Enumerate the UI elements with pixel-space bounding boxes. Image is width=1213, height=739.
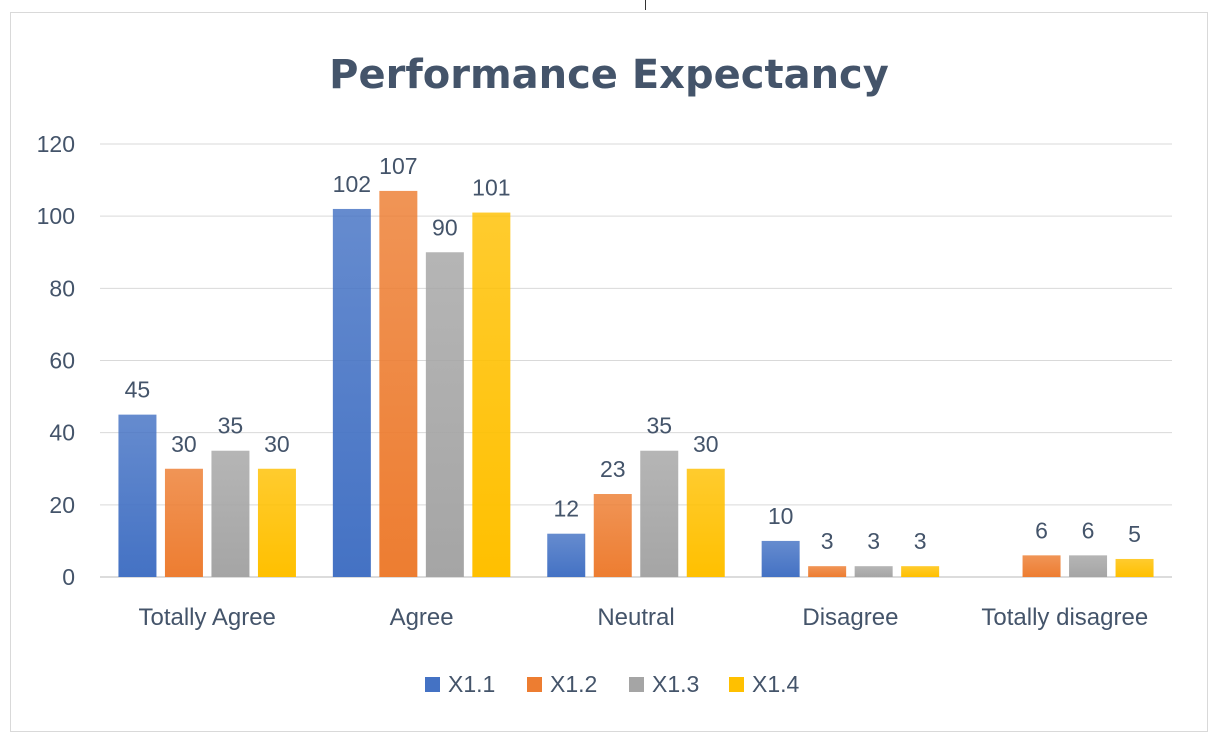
bar-X1-2-agree	[379, 190, 418, 578]
data-label: 3	[821, 528, 834, 554]
bar-X1-4-totally-agree	[257, 468, 296, 577]
category-label: Neutral	[597, 604, 674, 631]
category-label: Disagree	[802, 604, 898, 631]
chart-title: Performance Expectancy	[329, 52, 889, 98]
bar-X1-1-neutral	[547, 533, 586, 577]
data-label: 35	[218, 413, 244, 439]
y-tick-label: 80	[49, 275, 75, 301]
data-label: 30	[264, 431, 290, 457]
gridlines	[100, 143, 1172, 578]
data-label: 12	[553, 496, 579, 522]
y-tick-label: 120	[37, 131, 75, 157]
bar-X1-2-neutral	[593, 494, 632, 577]
bar-X1-3-totally-agree	[211, 450, 250, 577]
bar-X1-1-agree	[332, 208, 371, 577]
bar-X1-1-disagree	[761, 540, 800, 577]
data-label: 90	[432, 214, 458, 240]
bar-X1-3-disagree	[854, 566, 893, 577]
y-tick-label: 0	[62, 564, 75, 590]
data-labels: 45 30 35 30 102 107 90 101 12 23 35 30 10 3 3 3 6 6 5	[125, 153, 1141, 554]
bars	[118, 190, 1154, 578]
y-tick-label: 20	[49, 492, 75, 518]
bar-X1-1-totally-agree	[118, 414, 157, 577]
data-label: 3	[867, 528, 880, 554]
legend-swatch	[729, 677, 744, 692]
bar-X1-4-agree	[472, 212, 511, 577]
data-label: 6	[1082, 517, 1095, 543]
legend-swatch	[629, 677, 644, 692]
data-label: 45	[125, 377, 151, 403]
legend-label: X1.3	[652, 671, 699, 697]
bar-X1-4-neutral	[686, 468, 725, 577]
category-label: Totally Agree	[138, 604, 275, 631]
data-label: 10	[768, 503, 794, 529]
bar-X1-2-totally-agree	[164, 468, 203, 577]
y-axis-ticks: 0 20 40 60 80 100 120	[37, 131, 75, 590]
text-cursor-mark	[645, 0, 646, 10]
data-label: 102	[333, 171, 371, 197]
legend-swatch	[425, 677, 440, 692]
bar-X1-2-totally-disagree	[1022, 555, 1061, 577]
bar-X1-4-disagree	[901, 566, 940, 577]
legend-label: X1.1	[448, 671, 495, 697]
category-label: Agree	[390, 604, 454, 631]
category-label: Totally disagree	[981, 604, 1148, 631]
legend-label: X1.2	[550, 671, 597, 697]
bar-X1-3-totally-disagree	[1069, 555, 1108, 577]
data-label: 35	[646, 413, 672, 439]
data-label: 5	[1128, 521, 1141, 547]
legend-label: X1.4	[752, 671, 800, 697]
data-label: 30	[171, 431, 197, 457]
bar-X1-3-neutral	[640, 450, 679, 577]
legend: X1.1 X1.2 X1.3 X1.4	[425, 671, 800, 697]
data-label: 30	[693, 431, 719, 457]
y-tick-label: 40	[49, 420, 75, 446]
y-tick-label: 100	[37, 203, 75, 229]
y-tick-label: 60	[49, 348, 75, 374]
data-label: 107	[379, 153, 417, 179]
category-labels: Totally Agree Agree Neutral Disagree Totally…	[138, 604, 1148, 631]
data-label: 3	[914, 528, 927, 554]
data-label: 6	[1035, 517, 1048, 543]
legend-swatch	[527, 677, 542, 692]
data-label: 101	[472, 175, 510, 201]
chart-frame	[10, 12, 1208, 732]
bar-X1-3-agree	[425, 252, 464, 577]
bar-X1-2-disagree	[808, 566, 847, 577]
data-label: 23	[600, 456, 626, 482]
bar-X1-4-totally-disagree	[1115, 558, 1154, 577]
